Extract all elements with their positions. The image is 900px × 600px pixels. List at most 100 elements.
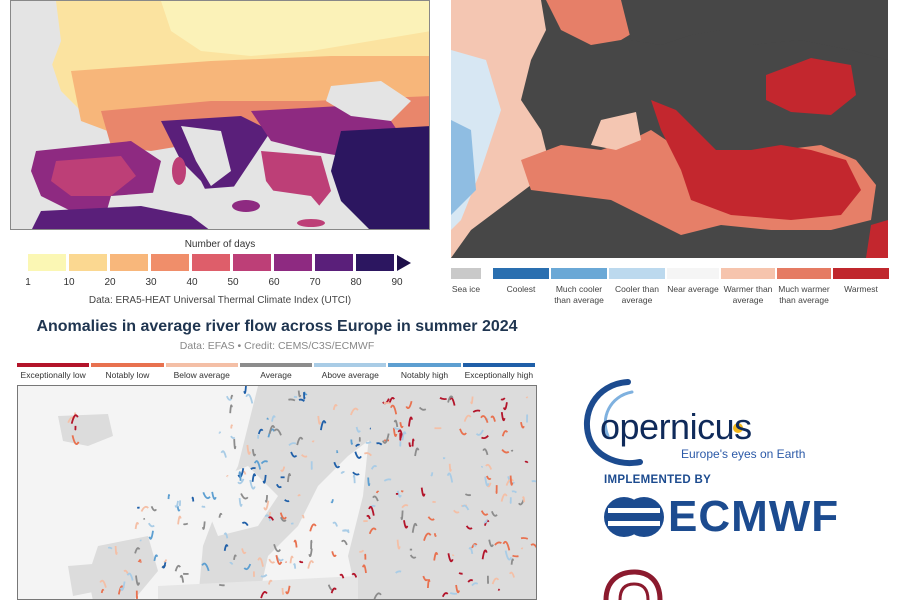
river-segment <box>251 473 257 482</box>
river-legend-item: Notably low <box>91 363 164 380</box>
river-segment <box>260 574 268 578</box>
river-segment <box>500 411 506 422</box>
river-segment <box>126 572 134 581</box>
sst-legend-item: Much cooler than average <box>551 268 607 306</box>
river-segment <box>293 539 298 548</box>
heat-tick-label: 60 <box>268 277 280 288</box>
sst-legend-label: Much cooler than average <box>554 284 604 305</box>
river-segment <box>420 487 426 497</box>
river-legend-bar <box>314 363 387 367</box>
river-segment <box>365 441 372 444</box>
river-segment <box>510 449 514 452</box>
river-segment <box>352 474 356 484</box>
river-segment <box>331 551 337 557</box>
sst-legend-label: Sea ice <box>451 284 481 294</box>
river-segment <box>167 494 171 500</box>
river-segment <box>408 442 412 448</box>
sst-legend: Sea ice Coolest Much cooler than average Co… <box>451 268 891 312</box>
river-segment <box>100 588 105 594</box>
river-segment <box>461 504 470 511</box>
river-segment <box>531 480 536 483</box>
river-segment <box>230 435 236 439</box>
river-segment <box>366 514 371 520</box>
river-segment <box>441 592 449 598</box>
copernicus-tagline: Europe's eyes on Earth <box>681 447 806 461</box>
heat-tick-label: 40 <box>186 277 198 288</box>
heat-tick-label: 80 <box>350 277 362 288</box>
river-segment <box>447 553 454 563</box>
river-segment <box>223 544 229 551</box>
sst-legend-swatch <box>493 268 549 279</box>
river-segment <box>176 505 181 512</box>
river-map-subtitle: Data: EFAS • Credit: CEMS/C3S/ECMWF <box>179 340 375 352</box>
river-segment <box>455 584 460 594</box>
river-segment <box>491 510 498 517</box>
river-legend-item: Exceptionally low <box>17 363 90 380</box>
river-segment <box>510 558 515 565</box>
river-segment <box>307 560 315 569</box>
river-segment <box>490 415 496 422</box>
river-segment <box>501 430 509 437</box>
river-legend-item: Notably high <box>388 363 461 380</box>
sst-legend-label: Warmer than average <box>723 284 773 305</box>
river-segment <box>339 573 345 579</box>
river-segment <box>354 451 362 459</box>
river-segment <box>483 519 488 524</box>
sst-legend-item: Warmest <box>833 268 889 295</box>
river-segment <box>482 448 489 456</box>
river-segment <box>202 491 211 500</box>
river-segment <box>123 569 129 574</box>
river-segment <box>390 404 398 415</box>
river-segment <box>220 450 227 458</box>
river-segment <box>522 496 526 503</box>
river-map-title: Anomalies in average river flow across E… <box>36 318 518 335</box>
river-segment <box>401 504 409 509</box>
river-segment <box>230 394 234 400</box>
river-segment <box>427 516 435 521</box>
river-segment <box>486 475 492 480</box>
river-segment <box>449 592 458 595</box>
river-segment <box>414 447 420 457</box>
climate-change-service-logo-icon <box>603 569 663 600</box>
river-segment <box>409 554 417 559</box>
river-segment <box>333 461 341 469</box>
river-segment <box>161 561 167 569</box>
heat-stress-map-graphic <box>11 1 429 229</box>
river-segment <box>279 512 287 520</box>
river-segment <box>264 514 272 522</box>
river-segment <box>148 522 155 528</box>
heat-swatch-7 <box>315 254 353 271</box>
river-segment <box>509 571 515 578</box>
river-segment <box>241 521 249 527</box>
heat-swatch-4 <box>192 254 230 271</box>
river-segment <box>430 472 434 477</box>
river-segment <box>311 440 315 443</box>
heat-swatch-0 <box>28 254 66 271</box>
river-segment <box>355 426 361 433</box>
river-segment <box>393 419 399 428</box>
river-segment <box>202 521 206 530</box>
river-segment <box>163 559 168 563</box>
river-segment <box>298 560 304 564</box>
river-segment <box>134 521 140 530</box>
river-segment <box>287 473 292 483</box>
river-segment <box>246 444 251 455</box>
river-segment <box>393 426 400 430</box>
river-segment <box>363 452 372 457</box>
river-segment <box>218 431 222 434</box>
river-segment <box>480 415 489 423</box>
river-segment <box>524 460 529 464</box>
river-segment <box>500 493 508 502</box>
river-segment <box>530 543 536 549</box>
river-segment <box>362 564 367 574</box>
ecmwf-icon <box>604 497 664 537</box>
river-segment <box>70 414 79 424</box>
heat-tick-label: 20 <box>104 277 116 288</box>
river-segment <box>289 555 294 564</box>
sst-legend-swatch <box>667 268 719 279</box>
river-segment <box>230 424 233 429</box>
river-segment <box>268 579 273 585</box>
river-segment <box>273 428 282 436</box>
river-segment <box>320 420 327 431</box>
river-segment <box>183 522 189 526</box>
